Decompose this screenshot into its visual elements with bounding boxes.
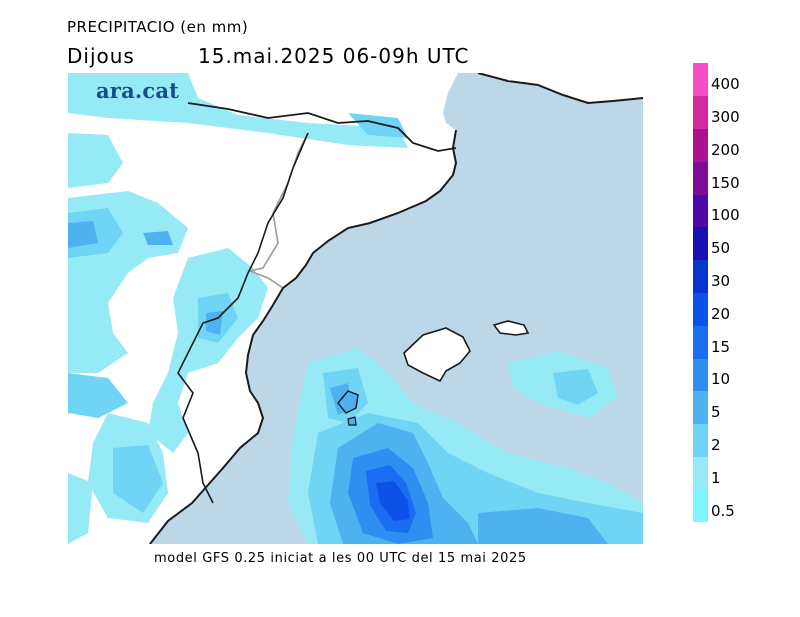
colorbar-label: 400 — [711, 75, 740, 94]
precipitation-colorbar — [693, 63, 708, 523]
colorbar-cell — [693, 423, 708, 457]
colorbar-cell — [693, 489, 708, 523]
colorbar-label: 150 — [711, 173, 740, 192]
colorbar-cell — [693, 292, 708, 326]
colorbar-label: 200 — [711, 140, 740, 159]
colorbar-cell — [693, 390, 708, 425]
ara-cat-logo[interactable]: ara.cat — [96, 78, 180, 103]
france-border — [187, 102, 457, 152]
colorbar-cell — [693, 161, 708, 195]
colorbar-label: 1 — [711, 468, 721, 487]
colorbar-label: 5 — [711, 403, 721, 422]
colorbar-label: 20 — [711, 304, 731, 323]
menorca-island — [492, 320, 530, 336]
day-label: Dijous — [67, 44, 135, 68]
colorbar-cell — [693, 128, 708, 162]
colorbar-cell — [693, 95, 708, 130]
colorbar-label: 30 — [711, 272, 731, 291]
formentera-island — [347, 416, 357, 426]
map-canvas — [68, 73, 643, 544]
colorbar-label: 0.5 — [711, 501, 735, 520]
colorbar-cell — [693, 63, 708, 97]
colorbar-cell — [693, 259, 708, 293]
colorbar-cell — [693, 194, 708, 228]
mallorca-island — [403, 327, 471, 383]
variable-title: PRECIPITACIO (en mm) — [67, 18, 249, 36]
coastline — [149, 73, 643, 544]
colorbar-label: 300 — [711, 108, 740, 127]
colorbar-label: 100 — [711, 206, 740, 225]
colorbar-label: 2 — [711, 435, 721, 454]
colorbar-cell — [693, 358, 708, 392]
colorbar-label: 10 — [711, 370, 731, 389]
colorbar-cell — [693, 456, 708, 490]
model-caption: model GFS 0.25 iniciat a les 00 UTC del … — [154, 551, 527, 566]
colorbar-cell — [693, 226, 708, 261]
inland-border — [177, 132, 309, 504]
sea-area — [150, 73, 643, 544]
period-label: 15.mai.2025 06-09h UTC — [198, 44, 470, 68]
colorbar-label: 15 — [711, 337, 731, 356]
colorbar-label: 50 — [711, 239, 731, 258]
precipitation-map[interactable] — [68, 73, 643, 544]
precip-level-6 — [376, 481, 410, 521]
ibiza-island — [337, 390, 359, 414]
colorbar-cell — [693, 325, 708, 359]
